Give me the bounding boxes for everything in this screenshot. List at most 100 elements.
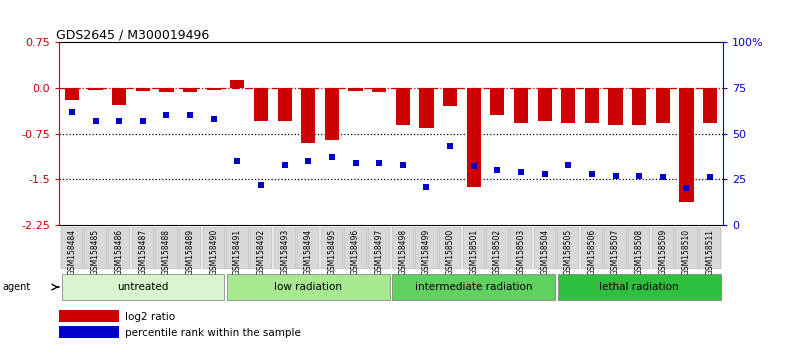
Bar — [703, 88, 717, 123]
Bar — [156, 227, 178, 269]
Bar — [558, 274, 721, 300]
Point — [66, 109, 79, 115]
Bar — [585, 88, 599, 123]
Bar — [344, 227, 367, 269]
Text: GSM158498: GSM158498 — [399, 229, 407, 275]
Bar — [514, 88, 528, 123]
Bar — [632, 88, 646, 125]
Text: GSM158489: GSM158489 — [185, 229, 195, 275]
Bar — [84, 227, 107, 269]
Bar — [391, 227, 414, 269]
Point — [90, 118, 102, 124]
Bar — [112, 88, 127, 105]
Point — [633, 173, 645, 178]
Bar — [61, 274, 224, 300]
Bar — [227, 274, 390, 300]
Text: GSM158496: GSM158496 — [351, 229, 360, 275]
Text: GSM158492: GSM158492 — [256, 229, 266, 275]
Point — [184, 113, 196, 118]
Bar — [59, 310, 119, 322]
Point — [302, 158, 314, 164]
Point — [538, 171, 551, 177]
Point — [278, 162, 291, 167]
Text: GSM158486: GSM158486 — [115, 229, 123, 275]
Bar — [297, 227, 319, 269]
Bar — [557, 227, 579, 269]
Text: GSM158485: GSM158485 — [91, 229, 100, 275]
Point — [397, 162, 410, 167]
Bar — [699, 227, 722, 269]
Point — [468, 164, 480, 169]
Text: agent: agent — [2, 282, 31, 292]
Bar — [348, 88, 362, 91]
Text: GSM158487: GSM158487 — [138, 229, 147, 275]
Point — [255, 182, 267, 188]
Bar — [108, 227, 130, 269]
Text: low radiation: low radiation — [274, 282, 343, 292]
Point — [231, 158, 244, 164]
Point — [349, 160, 362, 166]
Text: intermediate radiation: intermediate radiation — [415, 282, 532, 292]
Bar — [396, 88, 410, 125]
Bar — [510, 227, 532, 269]
Point — [444, 144, 457, 149]
Bar — [656, 88, 670, 123]
Bar — [226, 227, 248, 269]
Bar — [534, 227, 556, 269]
Bar — [277, 88, 292, 121]
Bar — [321, 227, 343, 269]
Point — [137, 118, 149, 124]
Bar — [207, 88, 221, 91]
Bar — [420, 88, 434, 127]
Point — [562, 162, 575, 167]
Bar — [443, 88, 457, 106]
Bar — [368, 227, 391, 269]
Bar — [179, 227, 201, 269]
Bar — [463, 227, 485, 269]
Point — [609, 173, 622, 178]
Bar — [274, 227, 296, 269]
Text: GSM158508: GSM158508 — [635, 229, 644, 275]
Point — [656, 175, 669, 180]
Bar — [679, 88, 693, 202]
Text: GSM158505: GSM158505 — [564, 229, 573, 275]
Text: lethal radiation: lethal radiation — [600, 282, 679, 292]
Bar — [65, 88, 79, 100]
Text: GSM158509: GSM158509 — [659, 229, 667, 275]
Text: GSM158484: GSM158484 — [68, 229, 76, 275]
Bar — [61, 227, 83, 269]
Text: untreated: untreated — [117, 282, 168, 292]
Bar — [490, 88, 505, 115]
Text: GSM158511: GSM158511 — [706, 229, 714, 274]
Bar — [203, 227, 225, 269]
Text: GSM158500: GSM158500 — [446, 229, 454, 275]
Text: GSM158491: GSM158491 — [233, 229, 242, 275]
Bar — [538, 88, 552, 121]
Text: GSM158507: GSM158507 — [611, 229, 620, 275]
Bar — [254, 88, 268, 121]
Text: log2 ratio: log2 ratio — [126, 312, 175, 322]
Point — [491, 167, 504, 173]
Text: GSM158493: GSM158493 — [280, 229, 289, 275]
Text: GSM158499: GSM158499 — [422, 229, 431, 275]
Bar — [652, 227, 674, 269]
Point — [703, 175, 716, 180]
Bar — [132, 227, 154, 269]
Bar — [250, 227, 272, 269]
Bar — [59, 326, 119, 338]
Bar — [301, 88, 315, 143]
Text: percentile rank within the sample: percentile rank within the sample — [126, 328, 301, 338]
Bar — [675, 227, 698, 269]
Bar — [608, 88, 623, 125]
Text: GSM158494: GSM158494 — [304, 229, 313, 275]
Bar — [372, 88, 386, 92]
Text: GSM158490: GSM158490 — [209, 229, 219, 275]
Point — [586, 171, 598, 177]
Point — [113, 118, 126, 124]
Bar — [183, 88, 197, 92]
Bar — [392, 274, 555, 300]
Point — [208, 116, 220, 122]
Bar — [160, 88, 174, 92]
Bar — [415, 227, 438, 269]
Bar — [628, 227, 650, 269]
